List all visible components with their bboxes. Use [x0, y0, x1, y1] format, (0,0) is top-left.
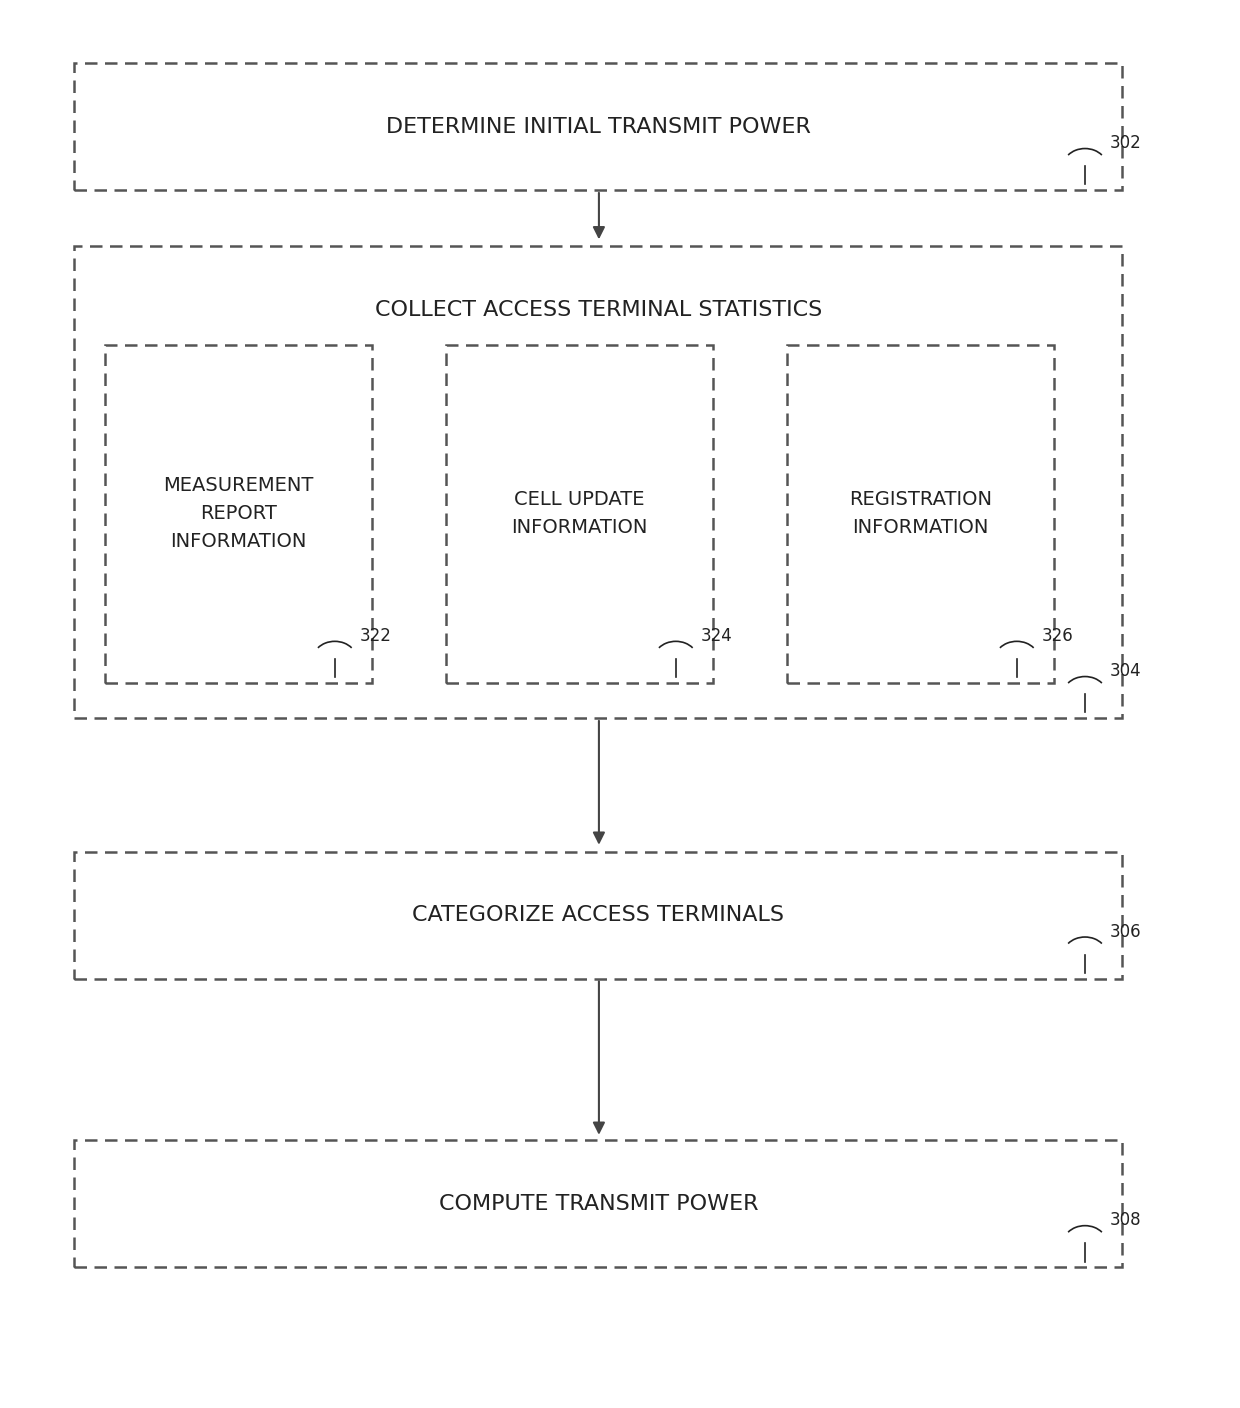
Bar: [74, 852, 1122, 979]
Text: CELL UPDATE
INFORMATION: CELL UPDATE INFORMATION: [512, 490, 647, 538]
Bar: [446, 345, 713, 683]
Text: CATEGORIZE ACCESS TERMINALS: CATEGORIZE ACCESS TERMINALS: [412, 905, 784, 925]
Text: COLLECT ACCESS TERMINAL STATISTICS: COLLECT ACCESS TERMINAL STATISTICS: [374, 300, 822, 320]
Text: DETERMINE INITIAL TRANSMIT POWER: DETERMINE INITIAL TRANSMIT POWER: [386, 117, 811, 137]
Text: MEASUREMENT
REPORT
INFORMATION: MEASUREMENT REPORT INFORMATION: [164, 476, 314, 552]
Text: 322: 322: [360, 627, 392, 645]
Text: 326: 326: [1042, 627, 1074, 645]
Bar: [74, 63, 1122, 190]
Text: 306: 306: [1110, 922, 1142, 941]
Text: REGISTRATION
INFORMATION: REGISTRATION INFORMATION: [849, 490, 992, 538]
Text: 324: 324: [701, 627, 733, 645]
Bar: [74, 246, 1122, 718]
Bar: [787, 345, 1054, 683]
Bar: [105, 345, 372, 683]
Text: 302: 302: [1110, 134, 1142, 152]
Text: 304: 304: [1110, 662, 1142, 680]
Text: COMPUTE TRANSMIT POWER: COMPUTE TRANSMIT POWER: [439, 1194, 758, 1214]
Text: 308: 308: [1110, 1211, 1142, 1229]
Bar: [74, 1140, 1122, 1267]
